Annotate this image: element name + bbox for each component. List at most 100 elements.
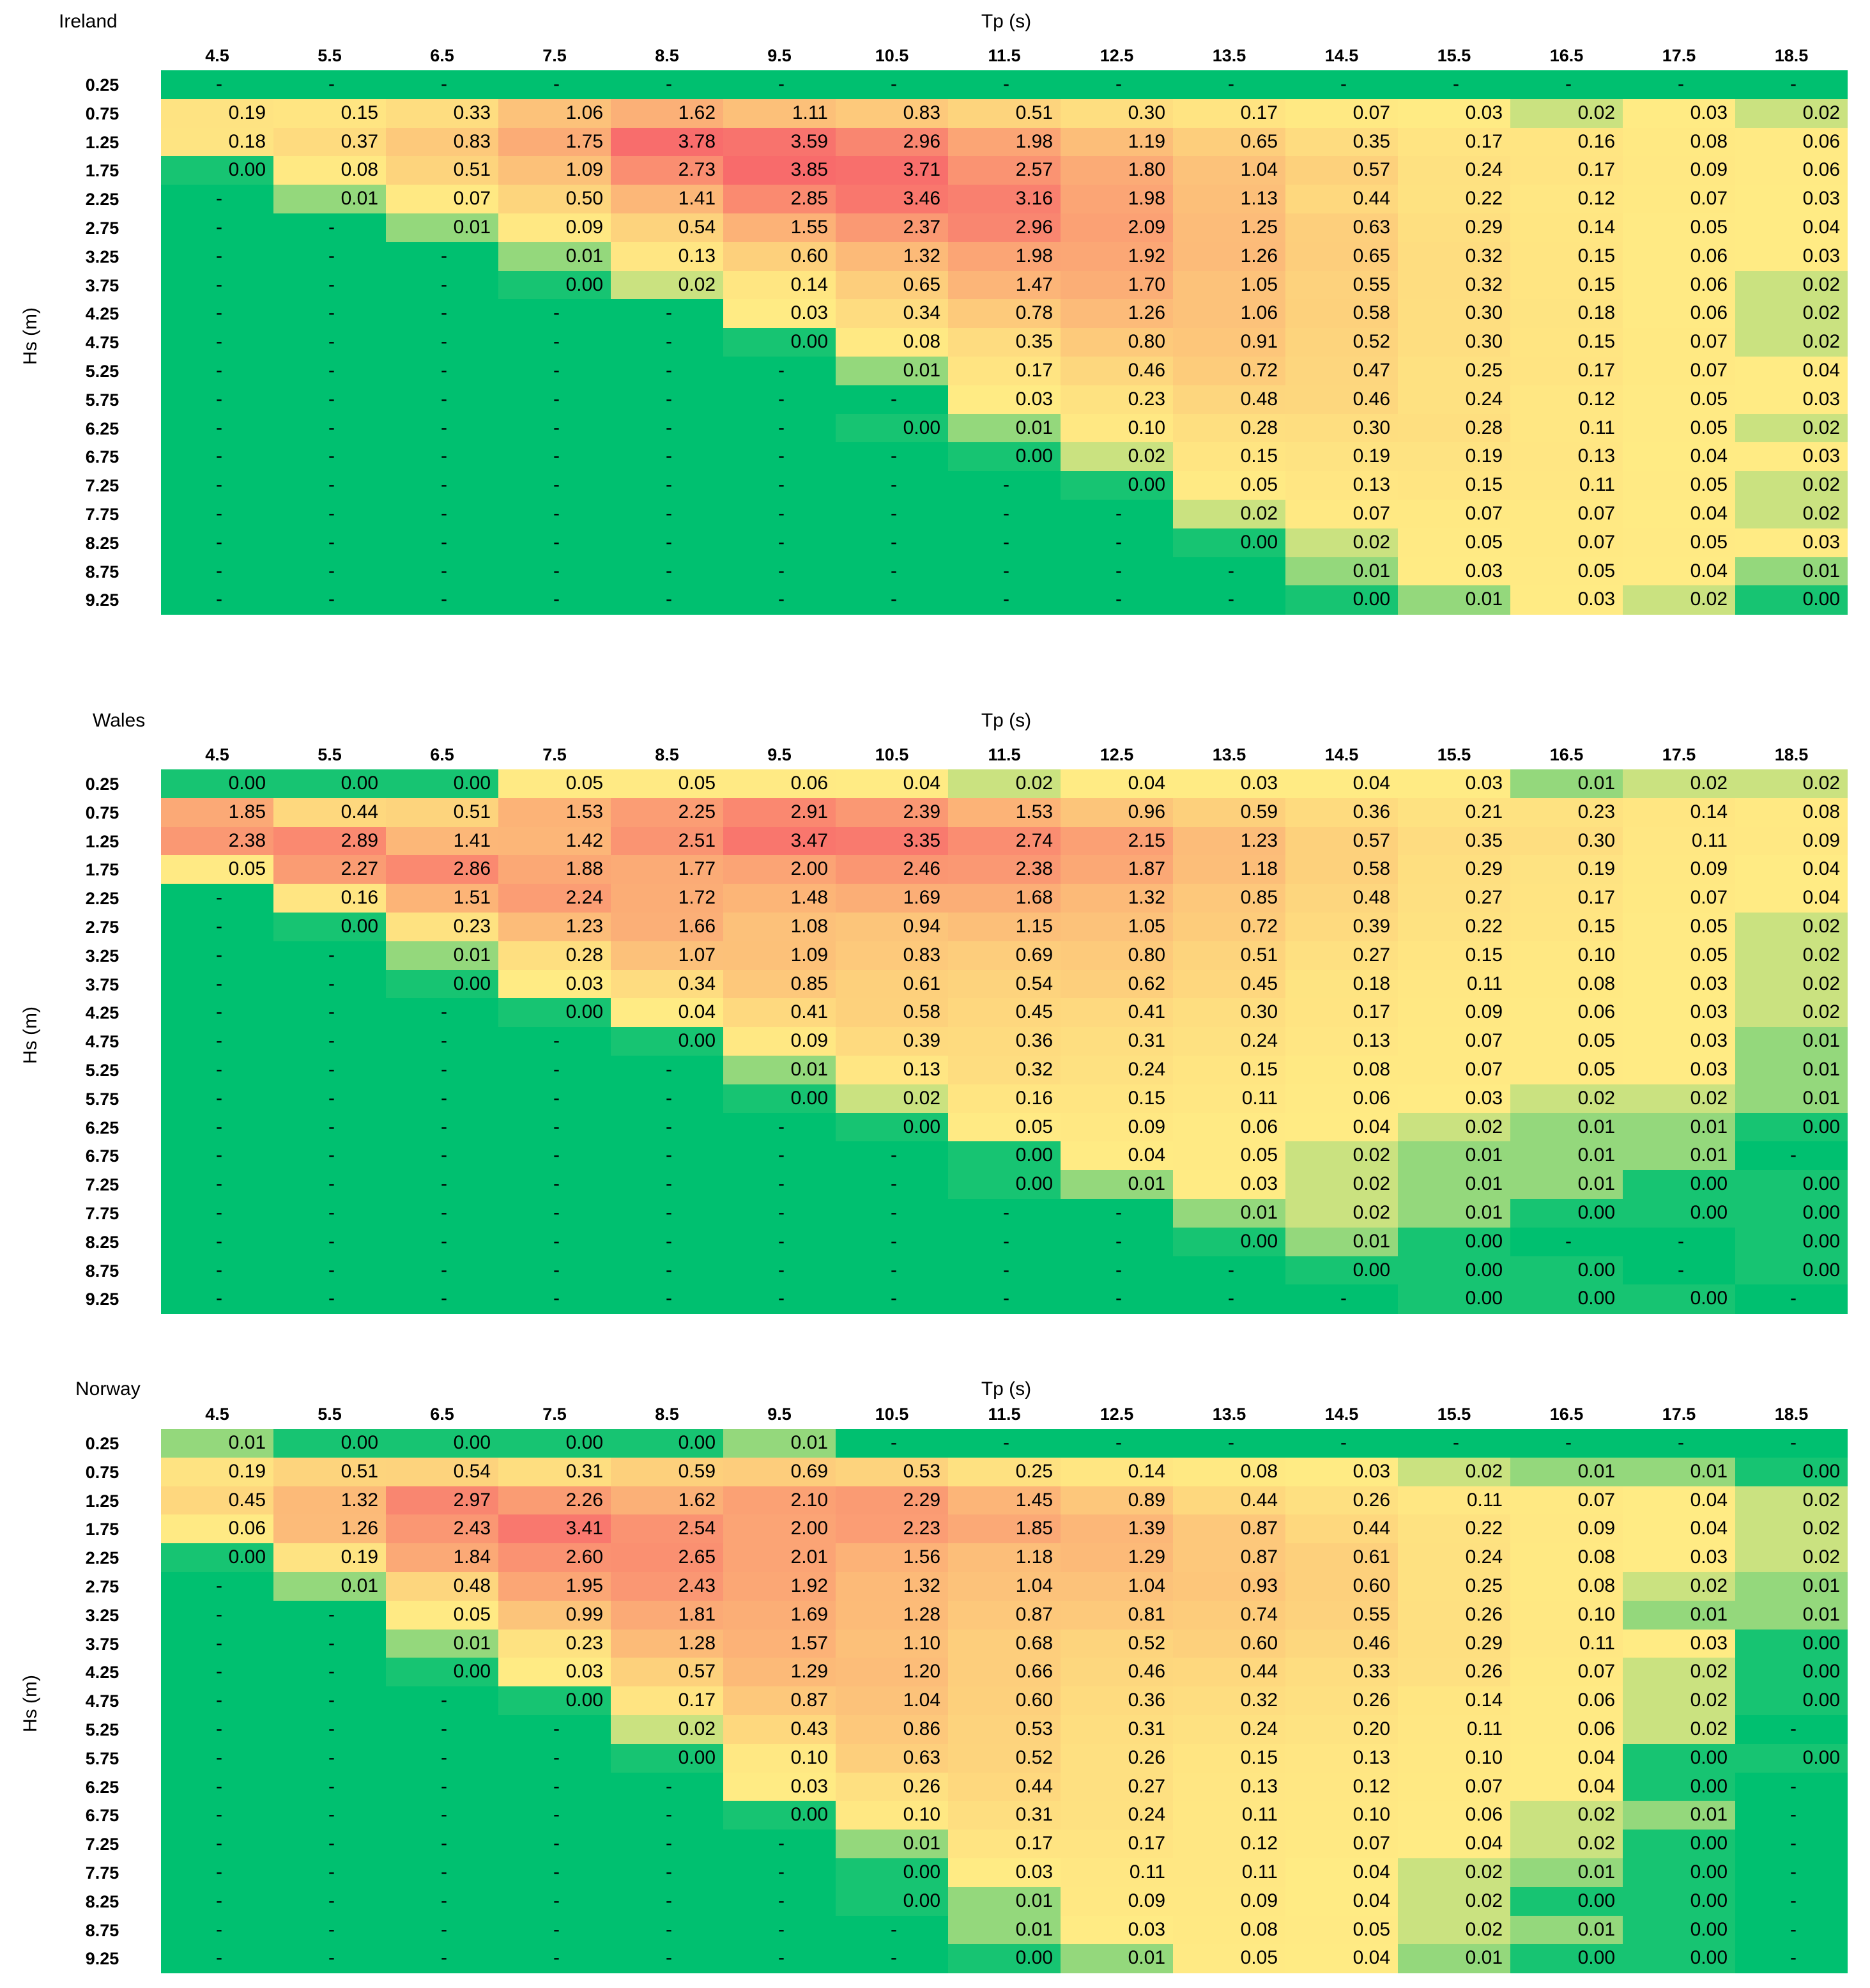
heatmap-cell: 0.08 — [1735, 798, 1848, 828]
heatmap-cell: 0.03 — [498, 1658, 611, 1687]
heatmap-cell: - — [1398, 1429, 1510, 1458]
heatmap-cell: - — [1285, 70, 1398, 100]
heatmap-cell: - — [273, 385, 386, 415]
heatmap-cell: - — [723, 1141, 836, 1171]
heatmap-cell: 0.04 — [1735, 357, 1848, 386]
heatmap-cell: 0.80 — [1061, 941, 1173, 971]
heatmap-cell: 0.01 — [1510, 1113, 1623, 1142]
heatmap-cell: 0.03 — [723, 1772, 836, 1801]
heatmap-cell: 0.44 — [1173, 1658, 1285, 1687]
heatmap-cell: 1.75 — [498, 127, 611, 157]
heatmap-cell: 0.02 — [1398, 1858, 1510, 1888]
heatmap-cell: - — [1735, 1944, 1848, 1973]
heatmap-cell: 0.26 — [1285, 1686, 1398, 1716]
heatmap-cell: 1.05 — [1173, 270, 1285, 300]
heatmap-cell: 0.03 — [1061, 1915, 1173, 1945]
heatmap-cell: 2.89 — [273, 826, 386, 856]
heatmap-cell: 0.11 — [1061, 1858, 1173, 1888]
heatmap-cell: 0.09 — [1173, 1886, 1285, 1916]
heatmap-cell: 0.25 — [948, 1457, 1061, 1487]
heatmap-cell: - — [836, 528, 948, 558]
tick-label-hs: 9.25 — [85, 590, 119, 610]
heatmap-cell: 0.00 — [1173, 1227, 1285, 1257]
heatmap-cell: 2.25 — [611, 798, 723, 828]
heatmap-cell: 0.20 — [1285, 1715, 1398, 1745]
heatmap-cell: 0.06 — [1735, 127, 1848, 157]
heatmap-cell: 0.13 — [1173, 1772, 1285, 1801]
heatmap-cell: 0.12 — [1173, 1830, 1285, 1859]
heatmap-cell: 2.15 — [1061, 826, 1173, 856]
heatmap-cell: 1.70 — [1061, 270, 1173, 300]
heatmap-cell: - — [161, 299, 273, 328]
heatmap-cell: 0.18 — [161, 127, 273, 157]
tick-label-hs: 9.25 — [85, 1290, 119, 1309]
heatmap-cell: 0.01 — [1623, 1457, 1735, 1487]
heatmap-cell: - — [386, 1141, 498, 1171]
heatmap-cell: - — [386, 1170, 498, 1199]
x-axis-title: Tp (s) — [981, 710, 1032, 731]
heatmap-cell: 0.83 — [386, 127, 498, 157]
heatmap-cell: 0.41 — [1061, 998, 1173, 1028]
heatmap-cell: 0.13 — [1285, 471, 1398, 500]
heatmap-cell: 0.01 — [948, 1886, 1061, 1916]
heatmap-cell: 0.11 — [1510, 471, 1623, 500]
heatmap-cell: - — [386, 1801, 498, 1830]
heatmap-cell: 1.85 — [161, 798, 273, 828]
tick-label-hs: 5.75 — [85, 390, 119, 410]
heatmap-cell: - — [386, 1915, 498, 1945]
heatmap-cell: - — [273, 1027, 386, 1056]
heatmap-cell: 1.28 — [836, 1600, 948, 1630]
heatmap-cell: 0.51 — [1173, 941, 1285, 971]
heatmap-cell: 2.96 — [836, 127, 948, 157]
heatmap-cell: 0.05 — [1623, 528, 1735, 558]
heatmap-cell: 0.00 — [498, 1429, 611, 1458]
heatmap-cell: - — [498, 385, 611, 415]
heatmap-cell: - — [723, 500, 836, 529]
heatmap-cell: - — [386, 1944, 498, 1973]
heatmap-cell: - — [611, 1084, 723, 1114]
heatmap-cell: 1.88 — [498, 855, 611, 884]
heatmap-cell: 0.10 — [1061, 413, 1173, 443]
heatmap-cell: 0.00 — [1510, 1284, 1623, 1314]
heatmap-cell: 2.10 — [723, 1486, 836, 1515]
heatmap-cell: - — [498, 1284, 611, 1314]
heatmap-cell: 0.00 — [1735, 1227, 1848, 1257]
heatmap-cell: 0.34 — [611, 969, 723, 999]
heatmap-cell: - — [498, 1056, 611, 1085]
heatmap-cell: 0.07 — [1285, 1830, 1398, 1859]
heatmap-cell: - — [611, 557, 723, 586]
heatmap-cell: - — [386, 270, 498, 300]
heatmap-cell: 0.65 — [1285, 242, 1398, 272]
heatmap-cell: - — [161, 1170, 273, 1199]
heatmap-cell: 1.69 — [836, 884, 948, 913]
heatmap-cell: 0.00 — [1623, 1830, 1735, 1859]
heatmap-cell: 0.05 — [1623, 385, 1735, 415]
heatmap-cell: - — [723, 471, 836, 500]
heatmap-cell: - — [836, 442, 948, 472]
heatmap-cell: 0.02 — [611, 270, 723, 300]
heatmap-cell: 0.04 — [1061, 1141, 1173, 1171]
panel-title: Ireland — [59, 11, 118, 32]
heatmap-cell: 0.19 — [1285, 442, 1398, 472]
heatmap-cell: 1.05 — [1061, 913, 1173, 942]
heatmap-cell: 0.05 — [1510, 1027, 1623, 1056]
tick-label-hs: 3.75 — [85, 975, 119, 994]
heatmap-cell: - — [386, 328, 498, 357]
heatmap-cell: 0.03 — [1285, 1457, 1398, 1487]
heatmap-cell: - — [161, 913, 273, 942]
heatmap-panel-norway: Norway Tp (s) Hs (m) 4.5 5.5 6.5 7.5 8.5 9.5 1… — [0, 1368, 1870, 1987]
heatmap-cell: 0.01 — [1735, 557, 1848, 586]
heatmap-cell: 0.19 — [1510, 855, 1623, 884]
heatmap-cell: 0.02 — [1510, 98, 1623, 128]
heatmap-cell: 0.01 — [273, 185, 386, 214]
heatmap-cell: 0.01 — [1735, 1084, 1848, 1114]
heatmap-cell: - — [498, 1858, 611, 1888]
heatmap-cell: 0.57 — [611, 1658, 723, 1687]
heatmap-cell: 0.47 — [1285, 357, 1398, 386]
heatmap-cell: - — [498, 1027, 611, 1056]
heatmap-cell: - — [273, 1629, 386, 1658]
heatmap-cell: 0.01 — [1510, 1915, 1623, 1945]
heatmap-cell: 1.18 — [1173, 855, 1285, 884]
heatmap-cell: - — [161, 1629, 273, 1658]
heatmap-cell: 0.00 — [1735, 1199, 1848, 1228]
